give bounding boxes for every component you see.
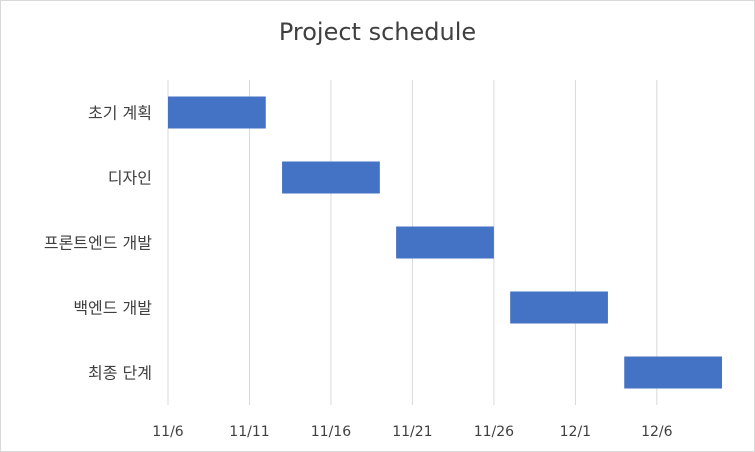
task-label: 프론트엔드 개발 (44, 234, 152, 253)
x-tick-label: 11/6 (152, 424, 184, 440)
gantt-bar (396, 226, 494, 259)
task-label: 초기 계획 (88, 104, 152, 123)
gantt-bar (624, 356, 722, 389)
task-label: 디자인 (108, 169, 152, 188)
x-tick-label: 11/21 (392, 424, 432, 440)
chart-title: Project schedule (278, 18, 477, 46)
gantt-bar (510, 291, 608, 324)
task-label: 백엔드 개발 (73, 299, 152, 318)
x-tick-label: 11/16 (311, 424, 351, 440)
x-tick-label: 11/26 (474, 424, 514, 440)
task-label: 최종 단계 (88, 364, 152, 383)
x-tick-label: 11/11 (229, 424, 269, 440)
gantt-bar (168, 96, 266, 129)
x-tick-label: 12/6 (641, 424, 673, 440)
gantt-bar (282, 161, 380, 194)
x-tick-label: 12/1 (560, 424, 591, 440)
